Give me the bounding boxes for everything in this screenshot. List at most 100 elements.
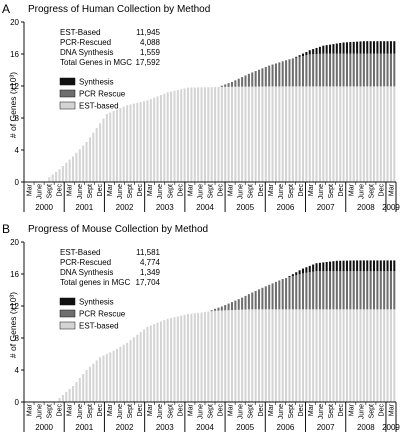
stat-label: Total genes in MGC [60, 278, 130, 287]
x-month-label: Sept [368, 404, 375, 418]
bar-est [166, 92, 169, 182]
x-month-label: Mar [107, 403, 114, 416]
x-month-label: Sept [87, 404, 94, 418]
x-month-label: Mar [348, 403, 355, 416]
y-tick-label: 4 [15, 366, 20, 375]
x-month-label: Mar [308, 403, 315, 416]
x-month-label: Mar [67, 403, 74, 416]
bar-pcr [318, 271, 321, 310]
stat-label: DNA Synthesis [60, 48, 113, 57]
bar-pcr [369, 53, 372, 87]
bar-est [136, 102, 139, 182]
x-month-label: Mar [388, 183, 395, 196]
bar-est [251, 309, 254, 402]
bar-pcr [295, 57, 298, 87]
bar-est [278, 86, 281, 182]
bar-pcr [247, 73, 250, 87]
bar-est [105, 354, 108, 402]
x-month-label: Sept [127, 184, 134, 198]
bar-est [322, 86, 325, 182]
bar-est [234, 309, 237, 402]
bar-est [329, 86, 332, 182]
stat-label: DNA Synthesis [60, 268, 113, 277]
bar-est [210, 87, 213, 182]
bar-est [210, 311, 213, 402]
panel-label: B [2, 222, 10, 236]
bar-pcr [305, 272, 308, 310]
bar-pcr [335, 53, 338, 87]
bar-est [153, 324, 156, 402]
stat-value: 11,581 [136, 248, 160, 257]
bar-synthesis [345, 42, 348, 54]
bar-pcr [389, 271, 392, 310]
x-year-label: 2002 [116, 423, 134, 432]
bar-est [379, 86, 382, 182]
x-year-label: 2007 [317, 203, 335, 212]
x-month-label: Dec [97, 404, 104, 417]
bar-est [95, 128, 98, 182]
bar-pcr [325, 53, 328, 87]
bar-pcr [393, 53, 396, 87]
bar-est [305, 309, 308, 402]
x-month-label: Mar [308, 183, 315, 196]
bar-synthesis [373, 260, 376, 272]
bar-est [112, 111, 115, 182]
bar-synthesis [369, 260, 372, 272]
bar-synthesis [379, 41, 382, 54]
bar-est [119, 108, 122, 182]
bar-est [48, 177, 51, 182]
bar-pcr [268, 284, 271, 310]
x-year-label: 2001 [75, 423, 93, 432]
stat-value: 1,559 [140, 48, 161, 57]
bar-est [180, 89, 183, 182]
chart-title: Progress of Mouse Collection by Method [28, 224, 208, 235]
bar-synthesis [295, 272, 298, 276]
bar-synthesis [335, 43, 338, 54]
y-axis-label: # of Genes (x10³) [8, 292, 18, 358]
y-tick-label: 16 [10, 50, 19, 59]
bar-pcr [349, 53, 352, 87]
bar-pcr [315, 271, 318, 310]
bar-est [149, 99, 152, 182]
x-month-label: Mar [228, 403, 235, 416]
bar-pcr [278, 62, 281, 87]
y-tick-label: 16 [10, 270, 19, 279]
x-month-label: June [77, 404, 84, 419]
bar-est [220, 310, 223, 402]
bar-est [352, 86, 355, 182]
bar-pcr [254, 290, 257, 310]
bar-synthesis [315, 47, 318, 55]
bar-synthesis [376, 41, 379, 54]
bar-pcr [359, 53, 362, 87]
bar-pcr [258, 69, 261, 87]
bar-est [332, 86, 335, 182]
bar-est [85, 370, 88, 402]
bar-synthesis [308, 265, 311, 273]
bar-est [92, 363, 95, 402]
y-tick-label: 12 [10, 302, 19, 311]
legend-swatch-pcr [59, 89, 76, 98]
bar-pcr [389, 53, 392, 87]
x-year-label: 2005 [236, 203, 254, 212]
bar-est [200, 312, 203, 402]
bar-pcr [379, 53, 382, 87]
bar-est [109, 112, 112, 182]
x-year-label: 2006 [277, 423, 295, 432]
x-year-label: 2004 [196, 203, 214, 212]
x-month-label: Sept [288, 184, 295, 198]
bar-est [379, 309, 382, 402]
bar-est [136, 334, 139, 402]
bar-pcr [217, 307, 220, 311]
bar-pcr [301, 56, 305, 87]
bar-pcr [362, 271, 365, 310]
x-month-label: June [318, 184, 325, 199]
bar-est [291, 86, 294, 182]
bar-pcr [210, 310, 213, 312]
bar-est [207, 87, 210, 182]
bar-est [95, 360, 98, 402]
stat-value: 17,592 [136, 58, 161, 67]
bar-est [301, 309, 305, 402]
bar-synthesis [325, 45, 328, 54]
bar-est [99, 357, 102, 402]
bar-est [339, 86, 342, 182]
